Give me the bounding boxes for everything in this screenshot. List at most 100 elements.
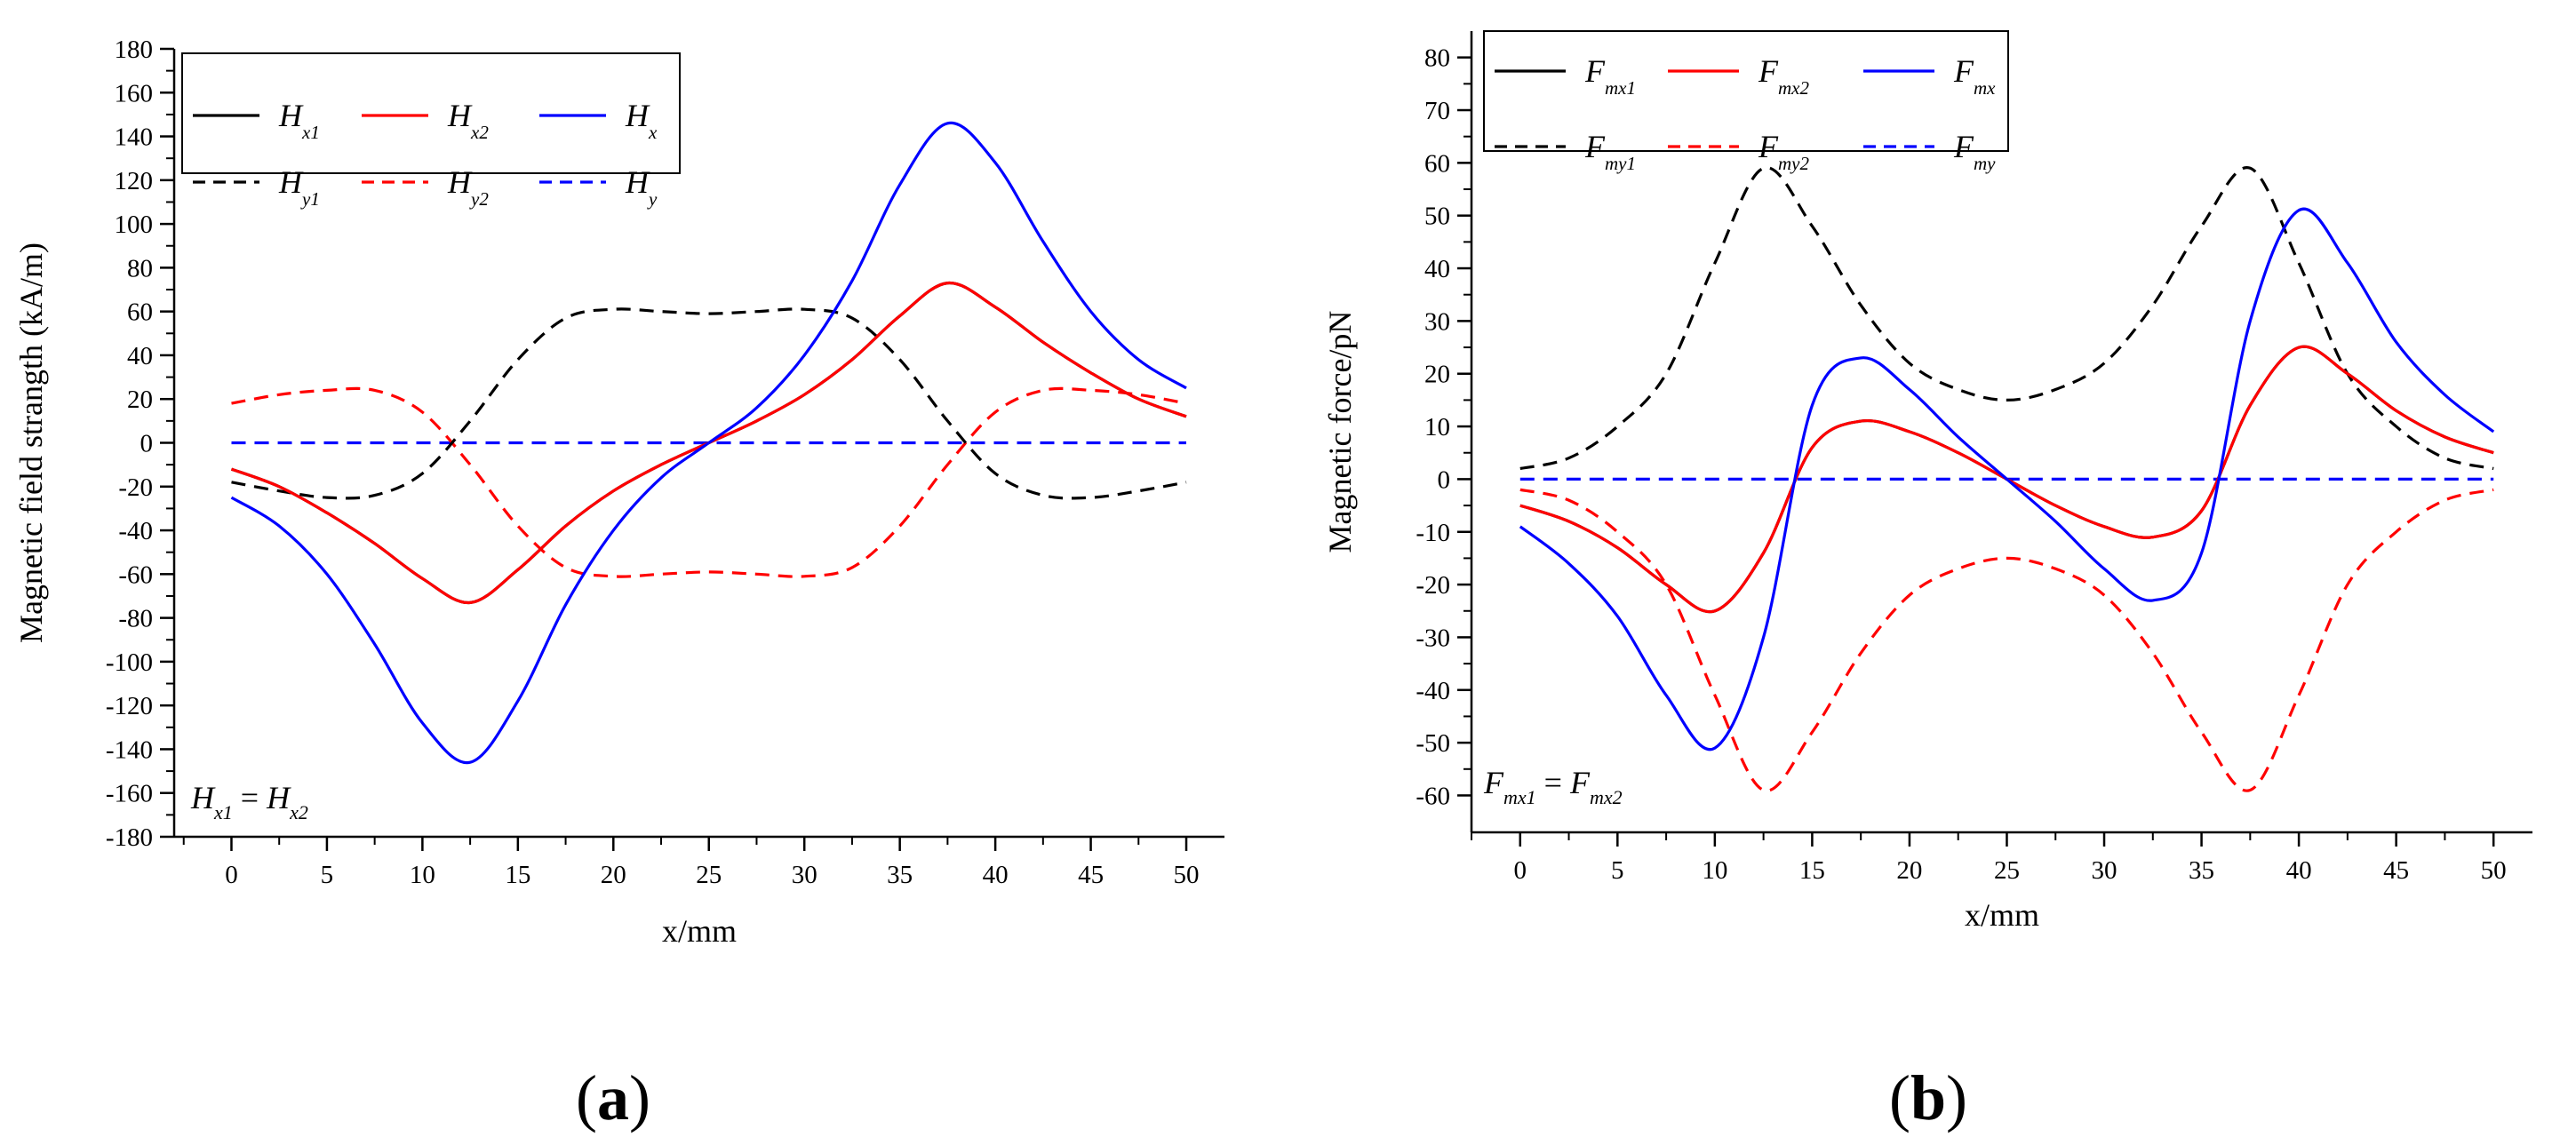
y-tick-label: 40: [1424, 255, 1450, 283]
legend-label-sub: mx1: [1605, 77, 1636, 99]
panel-label-close-paren: ): [629, 1062, 650, 1133]
y-tick-label: -100: [106, 648, 153, 677]
y-tick-label: -160: [106, 780, 153, 808]
legend-label-y2: Hy2: [447, 164, 489, 210]
legend-label-main: H: [447, 98, 473, 133]
series-line-h-y2: [231, 386, 1187, 578]
x-tick-label: 15: [1799, 856, 1825, 885]
x-tick-label: 50: [1174, 861, 1200, 889]
legend-label-y1: Hy1: [278, 164, 320, 210]
x-tick-label: 5: [321, 861, 334, 889]
y-tick-label: 20: [127, 386, 153, 414]
annotation-part: =: [233, 780, 267, 815]
y-tick-label: -140: [106, 736, 153, 764]
y-tick-label: 20: [1424, 361, 1450, 389]
panel-label: (b): [1889, 1062, 1967, 1133]
y-tick-label: 180: [115, 36, 154, 64]
annotation-part: =: [1536, 765, 1570, 800]
legend-label-sub: y1: [300, 188, 320, 210]
x-tick-label: 40: [983, 861, 1009, 889]
y-tick-label: 120: [115, 167, 154, 195]
y-tick-label: -20: [1416, 571, 1450, 600]
y-tick-label: 0: [1438, 465, 1451, 494]
annotation-part: H: [190, 780, 216, 815]
legend-label-sub: mx2: [1778, 77, 1809, 99]
legend-label-main: F: [1584, 129, 1606, 164]
x-tick-label: 25: [1994, 856, 2020, 885]
equality-annotation: Hx1 = Hx2: [190, 780, 308, 823]
panel-label-letter: b: [1910, 1062, 1946, 1133]
legend-label-sub: x1: [301, 122, 320, 143]
x-tick-label: 15: [505, 861, 530, 889]
panel-label-close-paren: ): [1946, 1062, 1967, 1133]
equality-annotation: Fmx1 = Fmx2: [1483, 765, 1623, 808]
x-tick-label: 40: [2286, 856, 2312, 885]
y-tick-label: 140: [115, 123, 154, 152]
panel-b-chart: -60 -50 -40 -30 -20 -10 0 10 20 30 40 50 60 70 80 0 5 10 1…: [1322, 30, 2532, 1133]
legend-label-main: F: [1758, 129, 1779, 164]
legend-label-x1: Hx1: [278, 98, 320, 143]
legend-label-sub: my: [1974, 153, 1996, 174]
annotation-part: mx1: [1503, 786, 1536, 808]
x-tick-label: 50: [2481, 856, 2507, 885]
x-tick-label: 0: [1514, 856, 1527, 885]
series-line-f-my1: [1519, 166, 2494, 471]
y-tick-label: 40: [127, 342, 153, 370]
annotation-part: F: [1483, 765, 1504, 800]
x-tick-label: 45: [2383, 856, 2409, 885]
series-line-h-x: [230, 121, 1187, 765]
y-axis-title: Magnetic force/pN: [1322, 311, 1358, 553]
series-line-f-mx: [1519, 207, 2495, 751]
legend-label-main: H: [278, 98, 304, 133]
y-tick-label: -60: [118, 561, 153, 589]
panel-label: (a): [576, 1062, 650, 1133]
y-tick-label: -50: [1416, 729, 1450, 758]
legend-label-sub: x: [648, 122, 658, 143]
y-tick-label: -40: [118, 517, 153, 545]
annotation-part: F: [1569, 765, 1591, 800]
y-tick-label: 50: [1424, 203, 1450, 231]
legend-label-sub: my2: [1778, 153, 1809, 174]
panel-label-letter: a: [597, 1062, 629, 1133]
y-tick-label: 60: [1424, 149, 1450, 178]
annotation-part: x1: [213, 801, 233, 823]
legend-label-my1: Fmy1: [1584, 129, 1636, 174]
y-tick-label: -40: [1416, 677, 1450, 705]
x-tick-label: 30: [2092, 856, 2117, 885]
y-tick-label: 30: [1424, 307, 1450, 336]
y-tick-label: 0: [140, 430, 154, 458]
x-tick-label: 30: [792, 861, 817, 889]
x-axis-title: x/mm: [1965, 897, 2039, 933]
x-tick-label: 20: [1896, 856, 1922, 885]
x-tick-label: 10: [410, 861, 435, 889]
legend-label-main: F: [1584, 53, 1606, 89]
y-tick-label: 80: [1424, 44, 1450, 73]
legend-label-main: H: [625, 164, 650, 200]
annotation-part: mx2: [1590, 786, 1623, 808]
legend-label-mx: Fmx: [1953, 53, 1996, 99]
legend-label-sub: y2: [469, 188, 489, 210]
x-tick-label: 0: [225, 861, 238, 889]
legend-box: [181, 52, 681, 174]
x-tick-label: 35: [887, 861, 913, 889]
y-tick-label: 70: [1424, 97, 1450, 125]
legend-label-main: F: [1758, 53, 1779, 89]
x-tick-label: 25: [696, 861, 722, 889]
panel-label-open-paren: (: [576, 1062, 597, 1133]
y-tick-label: -80: [118, 605, 153, 633]
legend-label-main: H: [447, 164, 473, 200]
legend-label-main: H: [278, 164, 304, 200]
x-tick-label: 5: [1611, 856, 1624, 885]
y-tick-label: 160: [115, 79, 154, 107]
x-tick-label: 35: [2189, 856, 2214, 885]
panel-label-open-paren: (: [1889, 1062, 1910, 1133]
y-tick-label: 10: [1424, 413, 1450, 441]
legend-label-mx2: Fmx2: [1758, 53, 1809, 99]
legend-box: [1483, 30, 2009, 152]
annotation-part: H: [266, 780, 291, 815]
y-axis-title: Magnetic field strangth (kA/m): [13, 243, 49, 643]
series-line-f-my2: [1519, 488, 2494, 792]
legend-label-sub: mx: [1974, 77, 1996, 99]
y-tick-label: 60: [127, 298, 153, 327]
